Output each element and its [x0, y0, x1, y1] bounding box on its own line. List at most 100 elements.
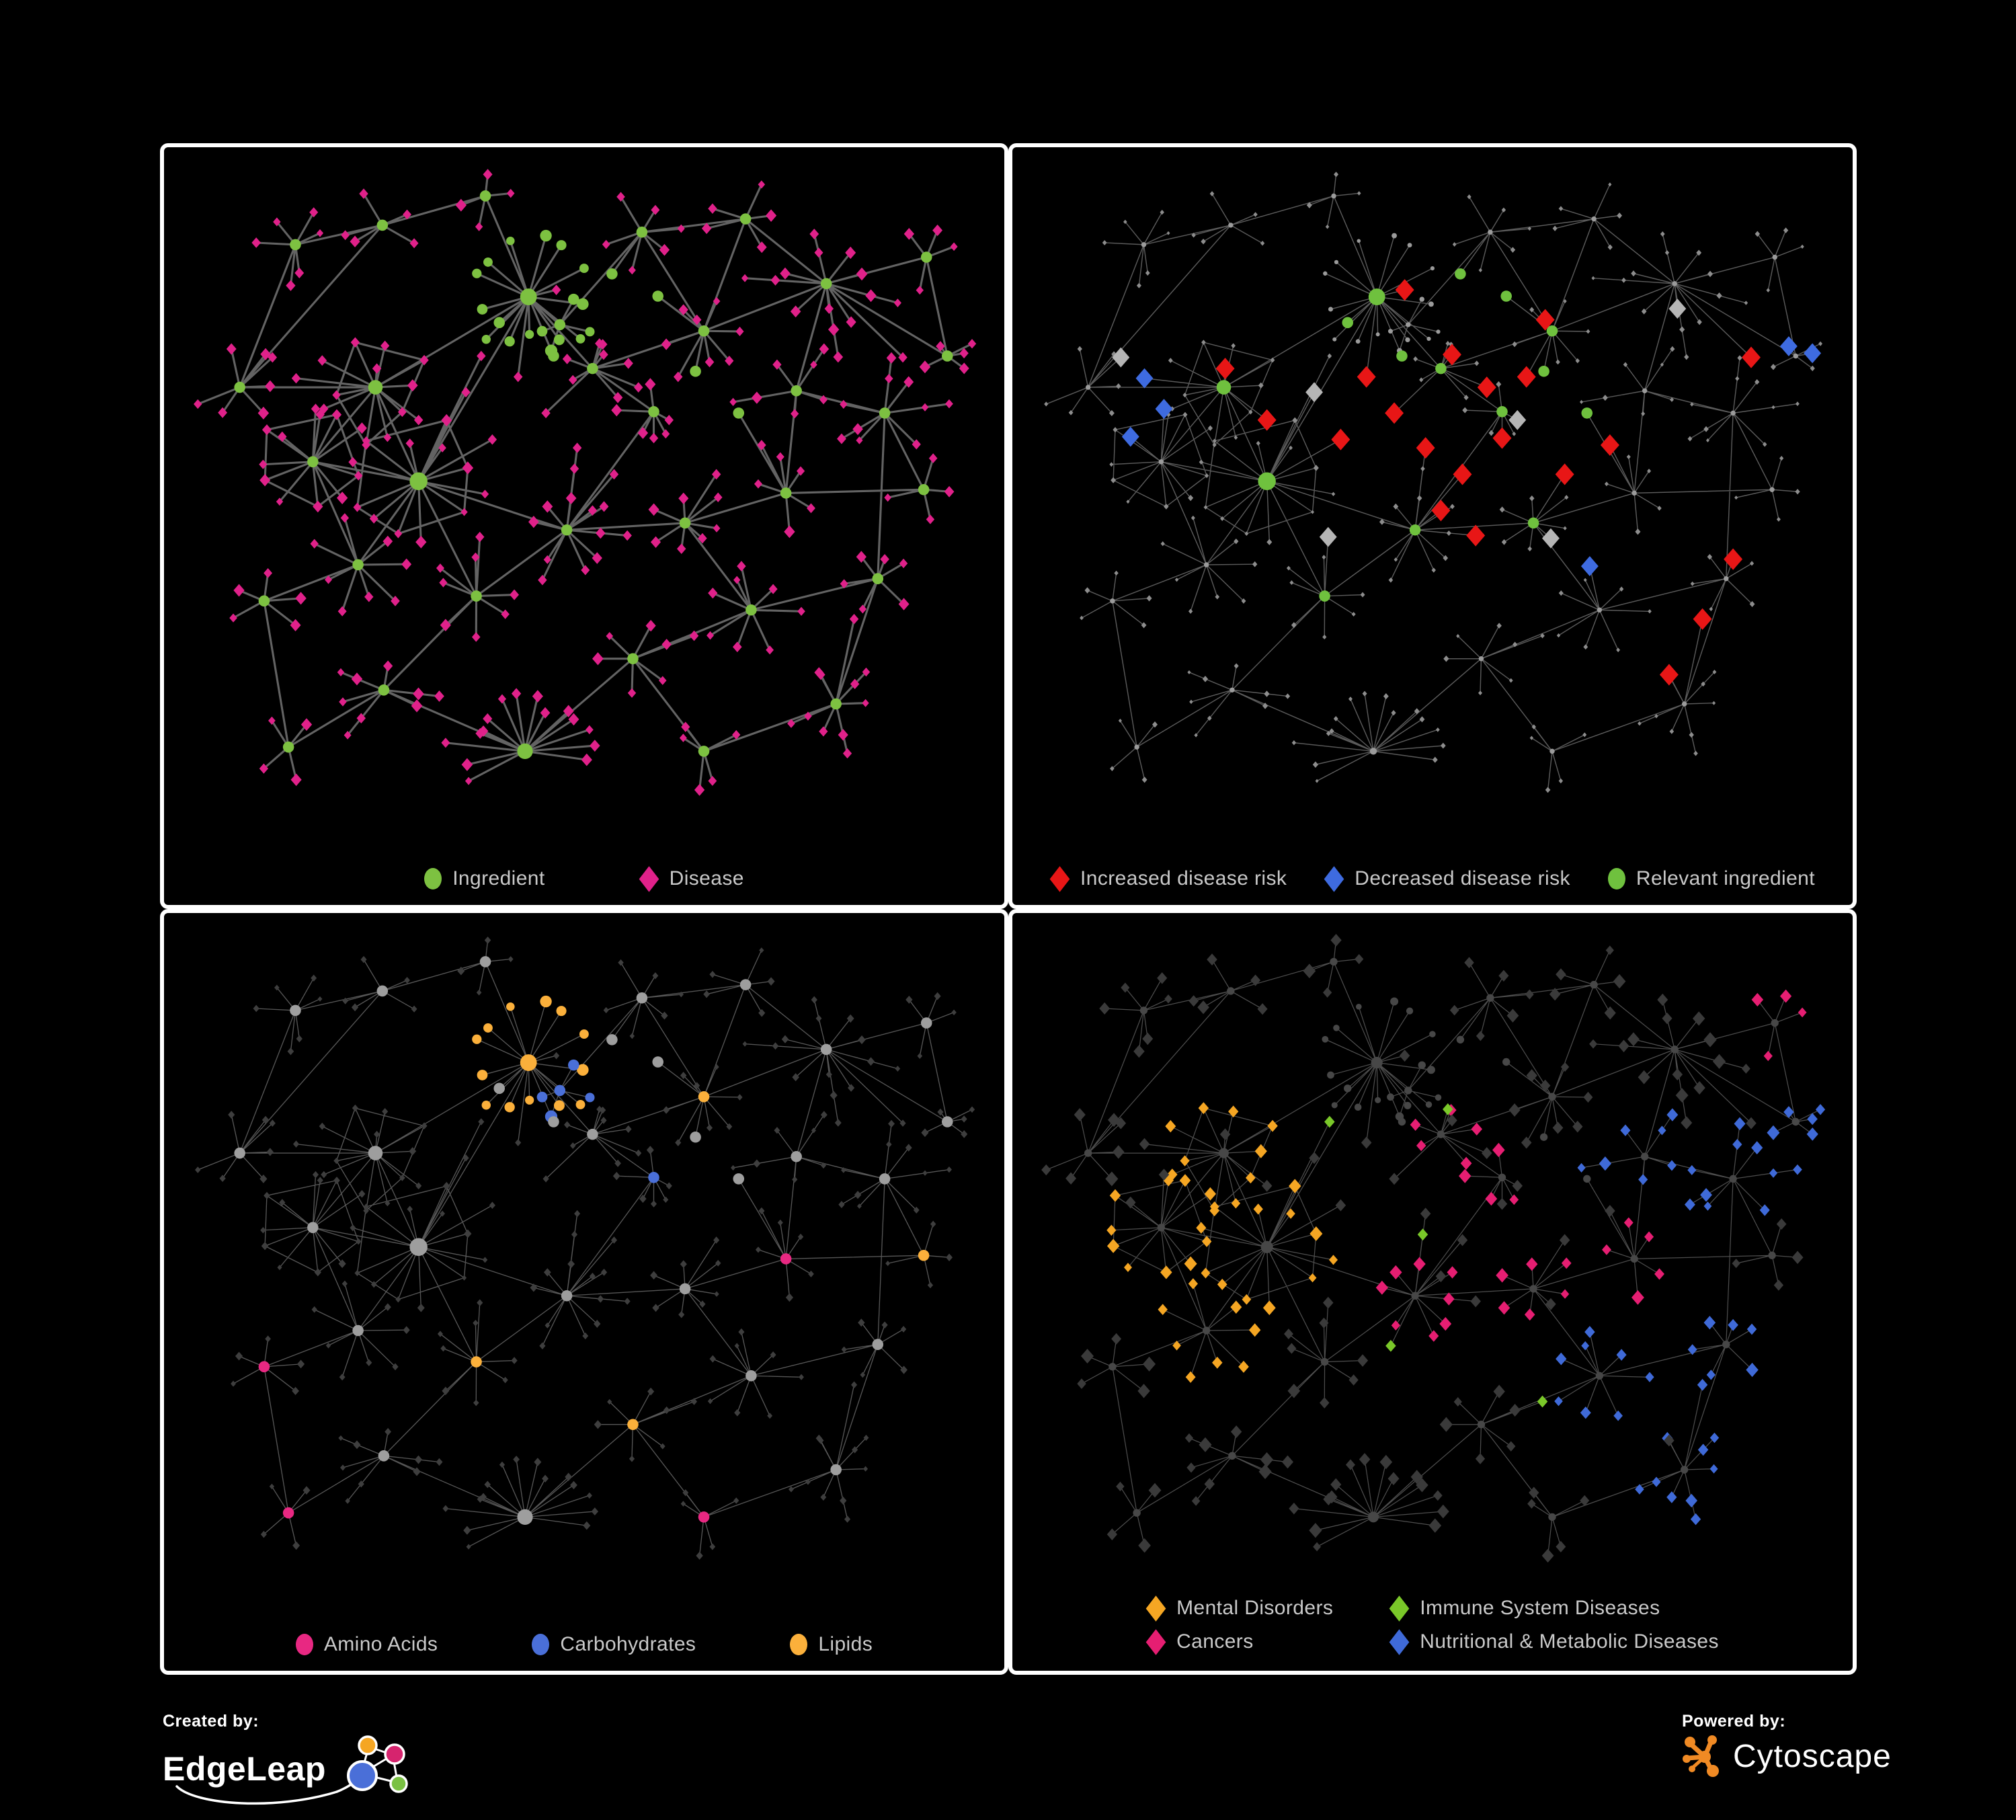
disease-node: [1681, 1116, 1693, 1130]
disease-node: [1779, 456, 1784, 461]
disease-node: [1627, 1032, 1640, 1047]
disease-node: [436, 1458, 443, 1466]
disease-node: [1466, 524, 1486, 547]
disease-node: [768, 584, 778, 594]
disease-node: [1292, 417, 1298, 424]
disease-node: [1477, 377, 1496, 399]
disease-node: [511, 1357, 518, 1364]
ingredient-node: [1426, 1066, 1435, 1074]
ingredient-node: [481, 1101, 491, 1110]
ingredient-node: [791, 385, 802, 397]
disease-node: [614, 1159, 621, 1167]
disease-node: [680, 1501, 686, 1507]
disease-node: [1793, 1164, 1802, 1175]
disease-node: [612, 1172, 620, 1181]
disease-node: [932, 224, 943, 237]
disease-node: [292, 1140, 300, 1148]
disease-node: [355, 1238, 362, 1245]
disease-node: [709, 971, 716, 978]
disease-node: [1700, 1188, 1712, 1202]
disease-node: [1577, 1162, 1586, 1173]
disease-node: [1560, 1289, 1570, 1299]
disease-node: [259, 763, 269, 774]
disease-node: [592, 652, 604, 666]
ingredient-node: [872, 573, 884, 584]
disease-node: [1252, 561, 1258, 567]
disease-node: [1160, 210, 1164, 215]
disease-node: [366, 1359, 372, 1366]
disease-node: [1584, 1326, 1595, 1338]
ingredient-node: [1640, 1152, 1649, 1160]
disease-node: [1450, 504, 1455, 510]
disease-node: [1319, 526, 1337, 547]
disease-node: [1443, 655, 1449, 662]
disease-node: [708, 776, 717, 786]
disease-node: [865, 289, 877, 303]
disease-node: [850, 678, 860, 690]
disease-node: [1728, 1318, 1738, 1331]
legend-marker-circle-icon: [790, 1634, 808, 1655]
ingredient-node: [556, 240, 567, 251]
disease-node: [1709, 1464, 1718, 1474]
disease-node: [895, 1066, 901, 1072]
disease-node: [731, 1164, 736, 1171]
legend-marker-diamond-icon: [639, 865, 659, 892]
disease-node: [1580, 556, 1599, 576]
ingredient-node: [918, 483, 930, 496]
disease-node: [1196, 1222, 1207, 1234]
ingredient-node: [606, 268, 618, 280]
ingredient-node: [1436, 329, 1441, 334]
disease-node: [1160, 541, 1165, 547]
ingredient-node: [1429, 1031, 1436, 1037]
disease-node: [713, 492, 723, 502]
disease-node: [1527, 1499, 1536, 1509]
disease-node: [434, 690, 444, 702]
disease-node: [333, 1177, 340, 1185]
disease-node: [1599, 1156, 1612, 1171]
disease-node: [1148, 1482, 1162, 1498]
panels-grid: Ingredient Disease Increased disease risk…: [160, 143, 1857, 1675]
disease-node: [1776, 516, 1781, 522]
ingredient-node: [879, 407, 891, 419]
disease-node: [1319, 1317, 1329, 1329]
disease-node: [885, 1261, 891, 1267]
disease-node: [690, 1398, 698, 1405]
disease-node: [1697, 319, 1702, 325]
ingredient-node: [1368, 288, 1385, 305]
legend-label: Disease: [669, 867, 744, 889]
disease-node: [1286, 565, 1291, 571]
disease-node: [1348, 697, 1353, 702]
ingredient-node: [1672, 281, 1677, 286]
disease-node: [384, 1303, 391, 1311]
disease-node: [545, 1322, 551, 1329]
disease-node: [1143, 1356, 1156, 1372]
ingredient-node: [791, 1150, 802, 1162]
disease-node: [1180, 1155, 1190, 1166]
disease-node: [266, 1148, 274, 1156]
disease-node: [1416, 1140, 1426, 1152]
disease-node: [1248, 409, 1253, 415]
disease-node: [788, 1486, 794, 1493]
disease-node: [1561, 1257, 1572, 1269]
disease-node: [515, 1139, 522, 1146]
disease-node: [1322, 1296, 1334, 1309]
disease-node: [1118, 718, 1122, 723]
disease-node: [360, 955, 367, 963]
disease-node: [834, 1119, 842, 1127]
ingredient-node: [1158, 459, 1164, 465]
ingredient-node: [1227, 987, 1235, 995]
disease-node: [635, 1149, 642, 1157]
disease-node: [1660, 362, 1664, 367]
disease-node: [1437, 1504, 1449, 1519]
disease-node: [415, 1182, 422, 1189]
disease-node: [292, 1541, 300, 1550]
ingredient-node: [1330, 957, 1338, 966]
disease-node: [1709, 606, 1713, 612]
disease-node: [1703, 1032, 1717, 1047]
disease-node: [1212, 1356, 1223, 1369]
disease-node: [1126, 500, 1130, 504]
disease-node: [1621, 277, 1626, 283]
disease-node: [356, 713, 366, 723]
disease-node: [645, 378, 656, 391]
disease-node: [603, 1006, 609, 1014]
